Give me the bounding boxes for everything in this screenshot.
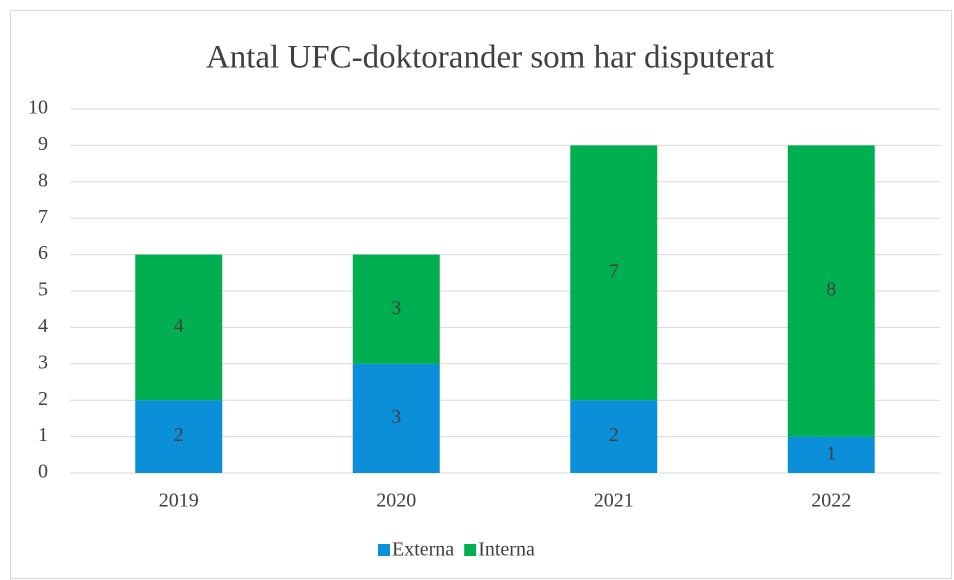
- data-label: 7: [609, 260, 619, 282]
- y-tick-label: 7: [38, 206, 48, 228]
- bar-segment: [570, 145, 658, 401]
- legend-swatch: [464, 544, 477, 556]
- x-tick-label: 2020: [376, 490, 416, 512]
- data-label: 2: [609, 424, 619, 446]
- bar-segment: [352, 254, 440, 364]
- y-tick-label: 8: [38, 169, 48, 191]
- bar-segment: [570, 400, 658, 473]
- bar-segment: [352, 363, 440, 473]
- x-tick-label: 2021: [594, 490, 634, 512]
- y-tick-label: 9: [38, 133, 48, 155]
- data-label: 2: [174, 424, 184, 446]
- y-tick-label: 1: [38, 424, 48, 446]
- bar-segment: [135, 400, 223, 473]
- y-tick-label: 4: [38, 315, 48, 337]
- y-tick-label: 10: [28, 97, 48, 119]
- data-label: 1: [826, 442, 836, 464]
- legend-swatch: [378, 544, 390, 556]
- x-tick-label: 2022: [811, 490, 851, 512]
- data-label: 3: [391, 406, 401, 428]
- y-tick-label: 5: [38, 279, 48, 301]
- legend-label: Externa: [392, 539, 454, 561]
- bar-segment: [787, 145, 875, 437]
- y-tick-label: 0: [38, 461, 48, 483]
- x-tick-label: 2019: [159, 490, 199, 512]
- data-label: 4: [174, 315, 184, 337]
- bar-segment: [787, 436, 875, 473]
- y-tick-label: 2: [38, 388, 48, 410]
- y-tick-label: 6: [38, 242, 48, 264]
- data-label: 3: [391, 297, 401, 319]
- y-tick-label: 3: [38, 351, 48, 373]
- chart-title: Antal UFC-doktorander som har disputerat: [206, 40, 774, 76]
- legend-label: Interna: [478, 539, 535, 561]
- bar-segment: [135, 254, 223, 401]
- data-label: 8: [826, 279, 836, 301]
